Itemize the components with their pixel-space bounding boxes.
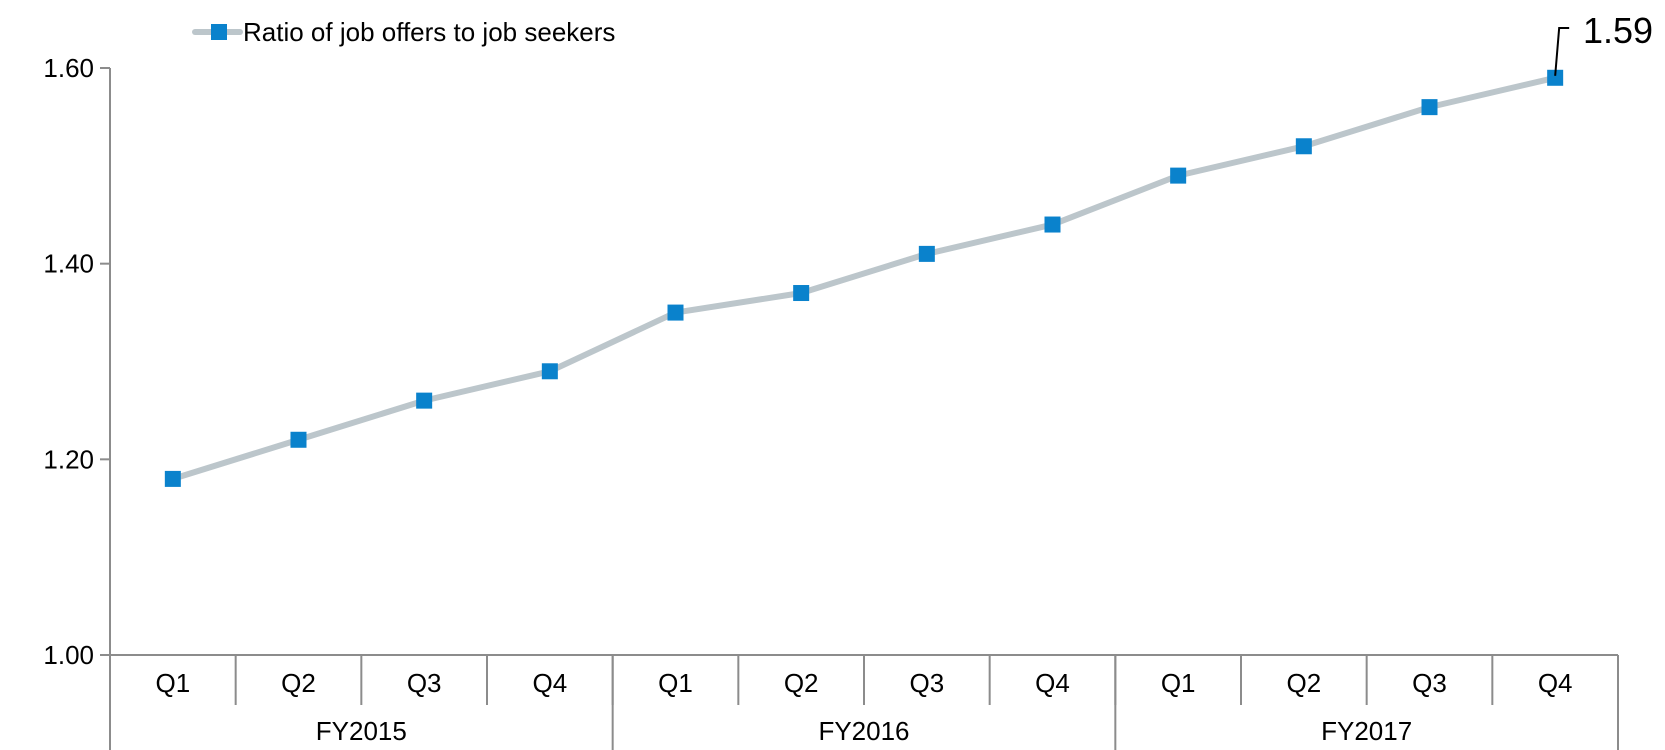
y-tick-label: 1.60: [43, 53, 94, 83]
x-tick-label: Q4: [532, 668, 567, 698]
legend: Ratio of job offers to job seekers: [192, 17, 615, 47]
y-tick-label: 1.00: [43, 640, 94, 670]
data-point-marker: [290, 431, 307, 448]
data-point-marker: [793, 285, 810, 302]
legend-label: Ratio of job offers to job seekers: [243, 17, 615, 47]
x-tick-label: Q2: [784, 668, 819, 698]
x-group-label: FY2017: [1321, 716, 1412, 746]
x-tick-label: Q1: [155, 668, 190, 698]
y-axis: 1.00 1.20 1.40 1.60: [43, 53, 111, 670]
x-group-label: FY2016: [818, 716, 909, 746]
data-point-marker: [667, 304, 684, 321]
data-point-marker: [541, 363, 558, 380]
x-tick-label: Q3: [407, 668, 442, 698]
series-line: [169, 74, 1559, 482]
x-tick-label: Q1: [1161, 668, 1196, 698]
x-tick-label: Q2: [1286, 668, 1321, 698]
x-tick-label: Q3: [909, 668, 944, 698]
data-point-marker: [1547, 69, 1564, 86]
x-tick-label: Q1: [658, 668, 693, 698]
data-point-marker: [1170, 167, 1187, 184]
data-point-marker: [164, 470, 181, 487]
data-point-marker: [1044, 216, 1061, 233]
y-tick-label: 1.20: [43, 444, 94, 474]
x-group-label: FY2015: [316, 716, 407, 746]
callout-leader: [1554, 27, 1570, 76]
data-point-marker: [1421, 99, 1438, 116]
x-axis: Q1 Q2 Q3 Q4 Q1 Q2 Q3 Q4 Q1 Q2 Q3 Q4 FY2015 FY2016 FY20…: [109, 654, 1619, 750]
x-tick-label: Q2: [281, 668, 316, 698]
x-tick-label: Q4: [1538, 668, 1573, 698]
legend-marker-swatch: [211, 24, 227, 40]
data-point-marker: [416, 392, 433, 409]
series-lines: [164, 69, 1564, 487]
y-tick-label: 1.40: [43, 249, 94, 279]
x-tick-label: Q4: [1035, 668, 1070, 698]
data-point-marker: [1295, 138, 1312, 155]
callout-label: 1.59: [1583, 10, 1653, 51]
x-tick-label: Q3: [1412, 668, 1447, 698]
data-point-marker: [918, 245, 935, 262]
data-callout: 1.59: [1554, 10, 1653, 76]
